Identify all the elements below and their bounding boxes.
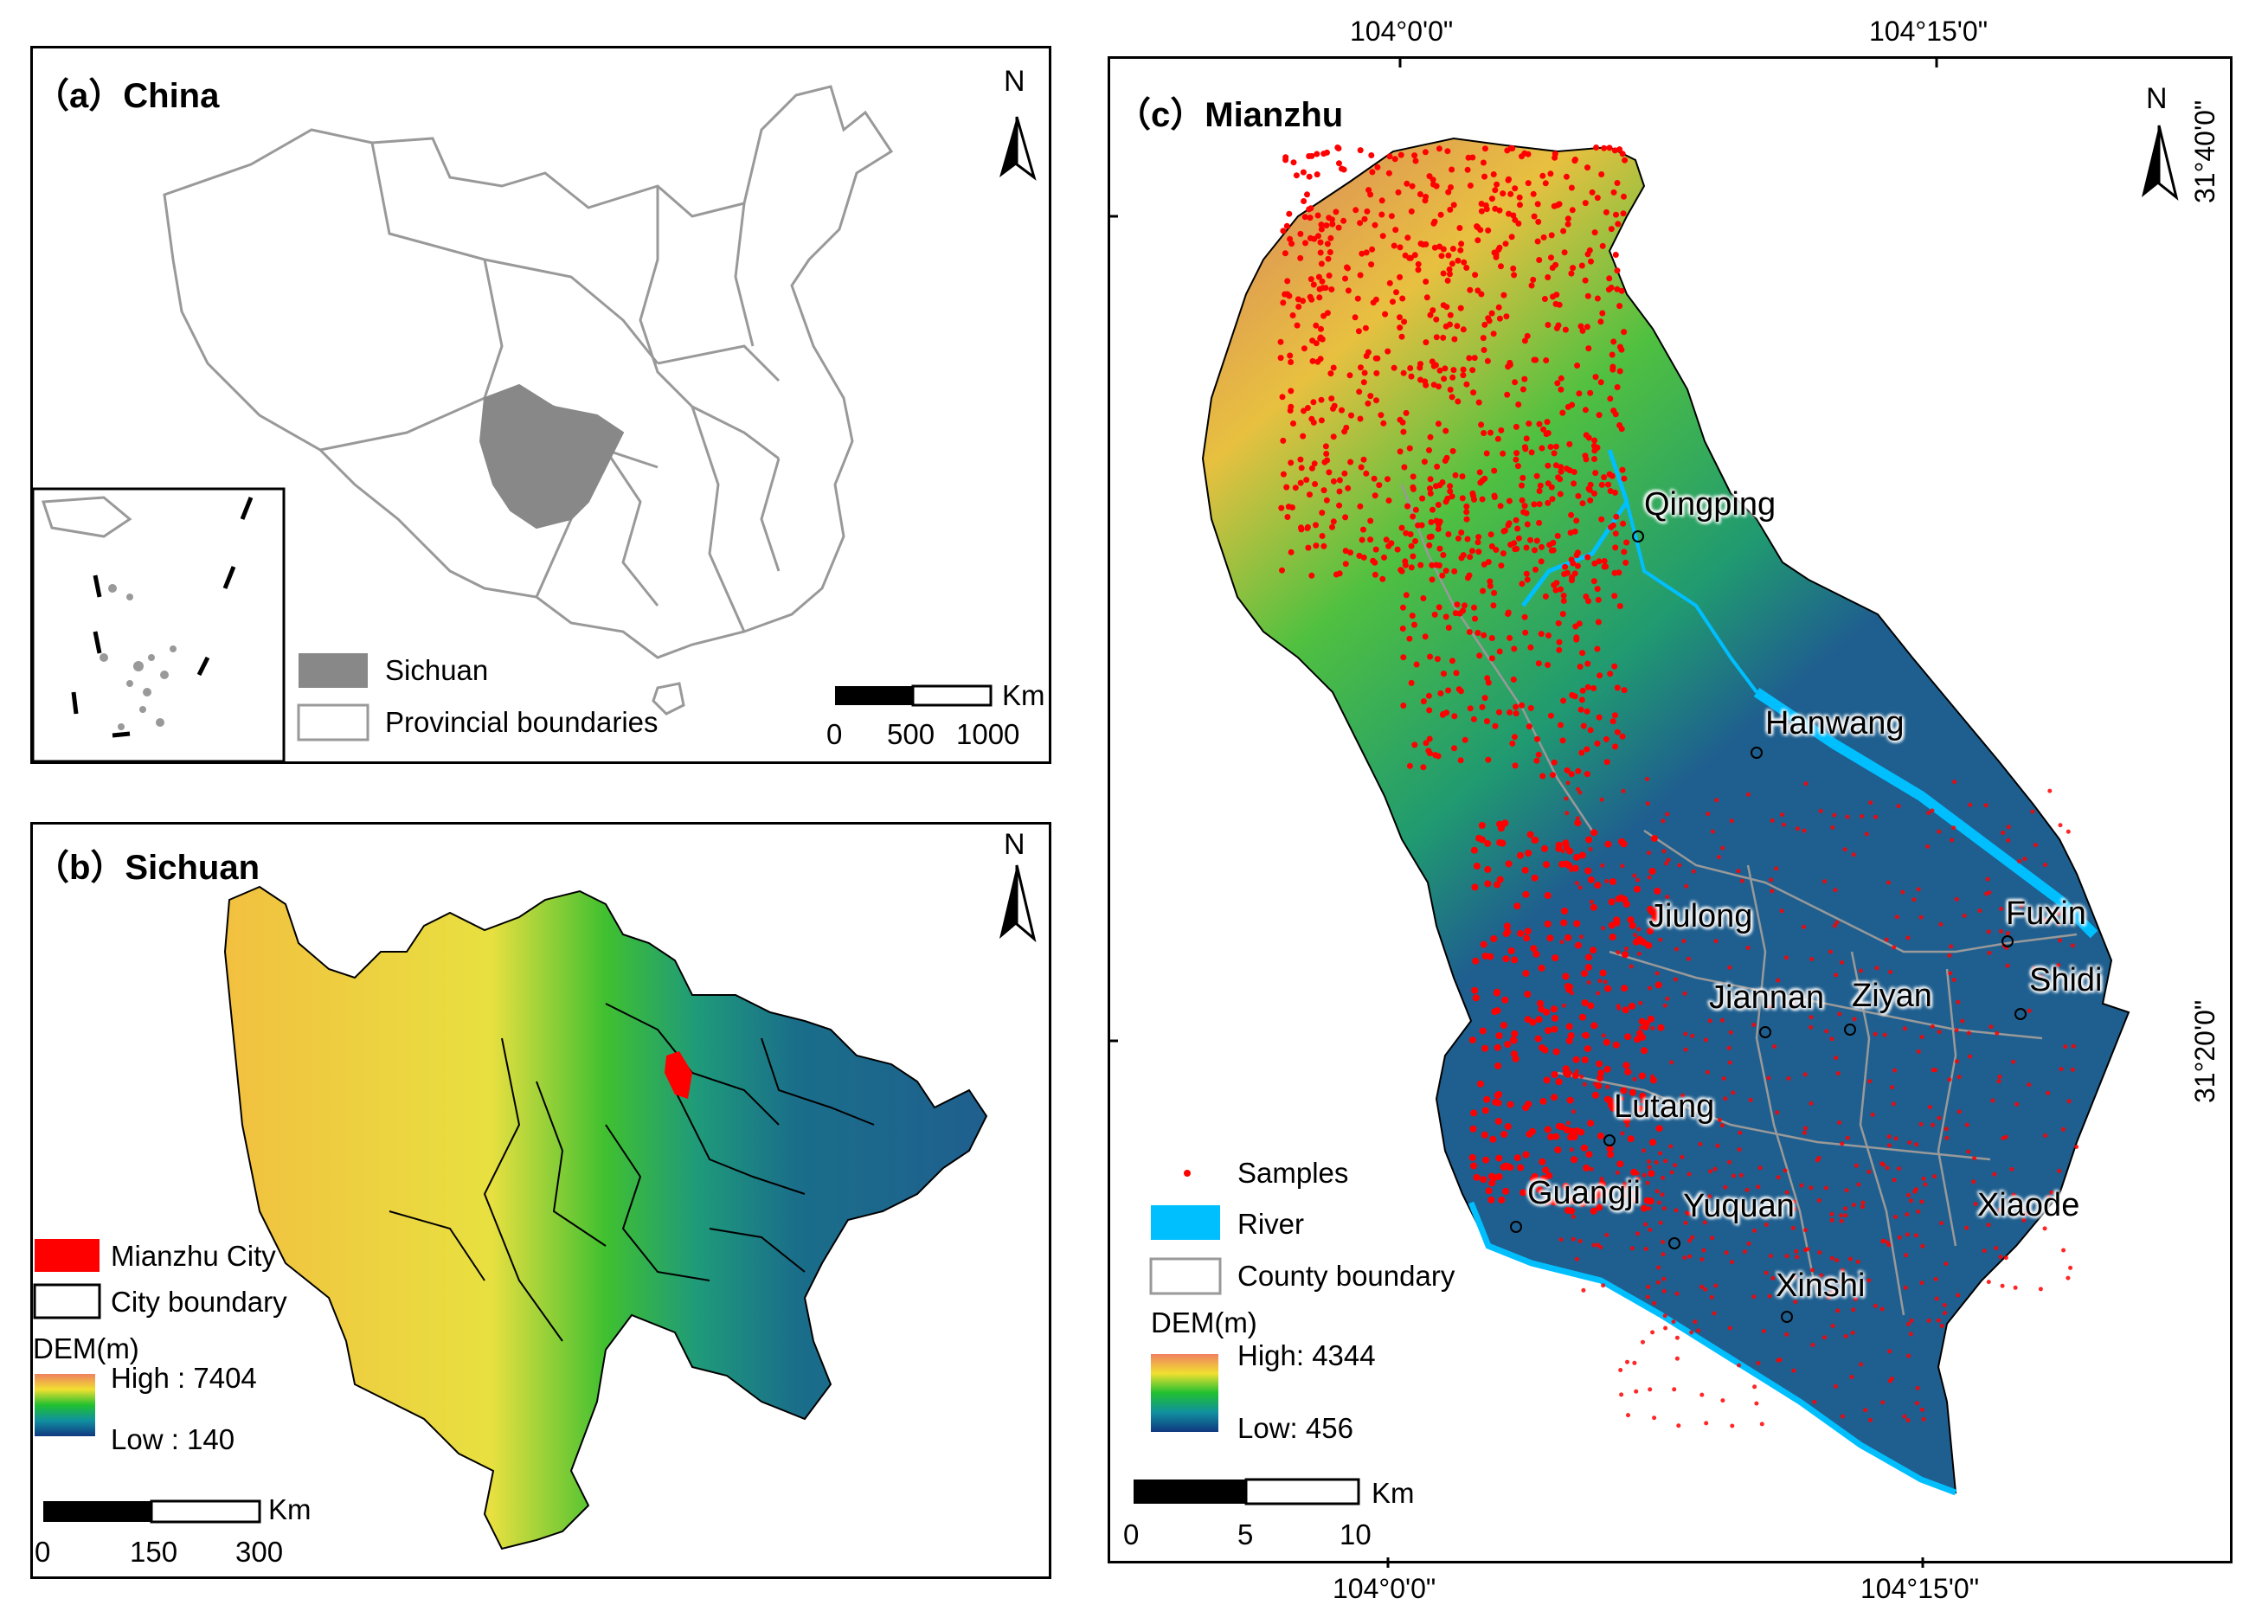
town-label: Qingping — [1644, 486, 1776, 523]
scale-tick: 1000 — [956, 718, 1020, 750]
north-label: N — [1004, 828, 1025, 861]
sichuan-province — [479, 383, 625, 530]
panel-a-title: （a）China — [35, 77, 220, 115]
legend-sichuan-swatch — [299, 653, 368, 688]
town-markers — [1510, 530, 2027, 1323]
legend-samples-label: Samples — [1237, 1157, 1349, 1189]
town-label: Jiannan — [1709, 979, 1825, 1016]
scale-unit: Km — [1002, 679, 1045, 711]
legend-dem-high: High : 7404 — [111, 1362, 257, 1394]
legend-river-label: River — [1237, 1208, 1305, 1240]
north-label: N — [2146, 82, 2168, 115]
hainan-island — [652, 682, 685, 716]
scale-bar-a — [835, 684, 993, 707]
bottom-coord: 104°0'0" — [1333, 1573, 1436, 1604]
town-label: Yuquan — [1683, 1188, 1795, 1224]
town-label: Fuxin — [2006, 895, 2086, 932]
town-label: Xinshi — [1776, 1268, 1866, 1304]
town-label: Hanwang — [1765, 705, 1905, 741]
legend-sichuan-label: Sichuan — [385, 654, 489, 686]
county-boundaries — [1400, 484, 2078, 1316]
legend-dem-low: Low : 140 — [111, 1423, 235, 1455]
legend-mianzhu-swatch — [35, 1239, 100, 1272]
legend-dem-ramp-b — [35, 1374, 95, 1436]
town-label: Guangji — [1527, 1175, 1641, 1211]
legend-mianzhu-label: Mianzhu City — [111, 1240, 276, 1272]
panel-b-title: （b）Sichuan — [35, 849, 260, 887]
top-coord: 104°0'0" — [1350, 16, 1454, 47]
legend-cityboundary-label: City boundary — [111, 1286, 287, 1318]
scale-unit: Km — [268, 1493, 312, 1525]
river-rim — [1468, 1201, 1957, 1496]
inset-islands — [41, 496, 177, 730]
north-arrow-icon — [999, 864, 1037, 943]
scale-tick: 5 — [1237, 1518, 1254, 1550]
right-coord: 31°20'0" — [2189, 999, 2220, 1103]
legend-cityboundary-swatch — [33, 1283, 101, 1319]
scale-tick: 0 — [826, 718, 843, 750]
scale-unit: Km — [1372, 1477, 1415, 1509]
legend-county-swatch — [1149, 1257, 1222, 1295]
china-provinces — [163, 85, 894, 659]
legend-dem-high: High: 4344 — [1237, 1339, 1376, 1371]
legend-county-label: County boundary — [1237, 1260, 1455, 1292]
rivers — [1521, 449, 2098, 939]
right-coord: 31°40'0" — [2189, 99, 2220, 203]
sample-points — [1277, 144, 2079, 1428]
town-label: Ziyan — [1852, 978, 1932, 1014]
top-coord: 104°15'0" — [1869, 16, 1989, 47]
panel-sichuan — [30, 822, 1051, 1579]
scale-tick: 150 — [130, 1536, 178, 1568]
nine-dash-line — [71, 497, 254, 738]
town-label: Lutang — [1614, 1088, 1715, 1125]
scale-tick: 10 — [1340, 1518, 1372, 1550]
legend-dem-ramp-c — [1151, 1354, 1218, 1432]
town-label: Jiulong — [1648, 898, 1753, 934]
legend-provincial-swatch — [297, 703, 369, 741]
legend-dem-title: DEM(m) — [33, 1332, 139, 1364]
scale-bar-b — [43, 1499, 261, 1524]
legend-river-swatch — [1151, 1205, 1220, 1240]
north-arrow-icon — [2142, 125, 2179, 201]
scale-tick: 0 — [35, 1536, 51, 1568]
north-arrow-icon — [999, 116, 1037, 181]
legend-provincial-label: Provincial boundaries — [385, 706, 659, 738]
town-label: Shidi — [2029, 962, 2103, 998]
north-label: N — [1004, 65, 1025, 98]
legend-dem-low: Low: 456 — [1237, 1412, 1353, 1444]
panel-c-title: （c）Mianzhu — [1116, 96, 1344, 134]
scale-bar-c — [1134, 1478, 1360, 1505]
legend-dem-title: DEM(m) — [1151, 1306, 1257, 1338]
town-label: Xiaode — [1977, 1187, 2080, 1223]
scale-tick: 500 — [887, 718, 935, 750]
scale-tick: 300 — [235, 1536, 284, 1568]
inset-map — [31, 487, 286, 763]
bottom-coord: 104°15'0" — [1860, 1573, 1980, 1604]
panel-mianzhu — [1108, 56, 2233, 1563]
legend-sample-dot — [1184, 1170, 1191, 1177]
mianzhu-city — [665, 1051, 692, 1099]
sichuan-dem-map — [223, 885, 988, 1550]
scale-tick: 0 — [1123, 1518, 1140, 1550]
